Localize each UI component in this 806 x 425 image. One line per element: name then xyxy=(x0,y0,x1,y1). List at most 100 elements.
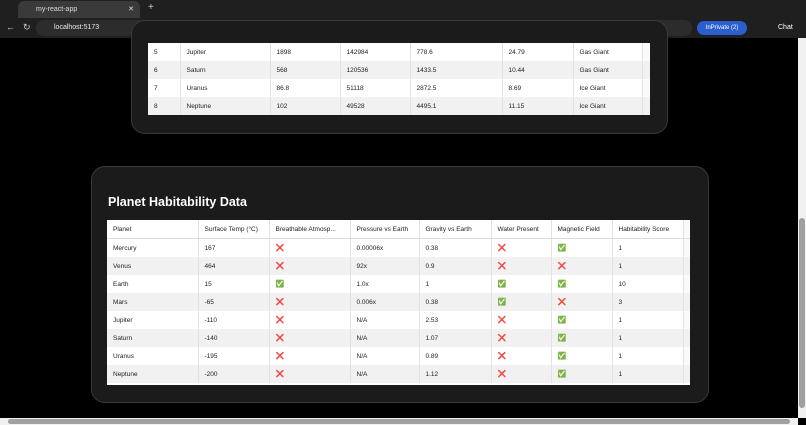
table-cell: 51118 xyxy=(340,79,411,97)
table-cell: 2872.5 xyxy=(410,79,503,97)
new-tab[interactable]: + xyxy=(148,2,154,13)
table-row: Saturn -140 ❌ N/A 1.07 ❌ ✅ 1 xyxy=(107,329,690,347)
table-cell: 10.44 xyxy=(502,61,574,79)
table-cell: ❌ xyxy=(491,329,552,347)
table-cell: 102 xyxy=(270,97,341,115)
table-row: Mercury 167 ❌ 0.00006x 0.38 ❌ ✅ 1 xyxy=(107,238,690,257)
table-cell: Mercury xyxy=(107,238,199,257)
table-cell: N/A xyxy=(350,329,420,347)
table-cell: ✅ xyxy=(551,347,613,365)
table-cell: 3 xyxy=(612,293,684,311)
table-cell: Venus xyxy=(107,257,199,275)
table-cell: 778.6 xyxy=(410,43,503,61)
table-row: Jupiter -110 ❌ N/A 2.53 ❌ ✅ 1 xyxy=(107,311,690,329)
table-row: Mars -65 ❌ 0.006x 0.38 ✅ ❌ 3 xyxy=(107,293,690,311)
table-cell: 1.0x xyxy=(350,275,420,293)
table-row: 8 Neptune 102 49528 4495.1 11.15 Ice Giant xyxy=(148,97,650,115)
reload-button[interactable]: ↻ xyxy=(23,22,31,32)
chat-button[interactable]: Chat xyxy=(778,21,793,35)
table-cell: -200 xyxy=(198,365,270,383)
table-cell: Saturn xyxy=(107,329,199,347)
table-scrollbar xyxy=(683,311,690,329)
table-cell: 1.12 xyxy=(419,365,492,383)
table-scrollbar xyxy=(683,293,690,311)
table-cell: 0.00006x xyxy=(350,238,420,257)
browser-tab[interactable]: my-react-app ✕ xyxy=(18,1,140,18)
planets-table: 5 Jupiter 1898 142984 778.6 24.79 Gas Giant 6 Sa… xyxy=(148,43,650,115)
table-cell: ❌ xyxy=(551,257,613,275)
table-cell: Saturn xyxy=(180,61,271,79)
table-cell: ✅ xyxy=(551,311,613,329)
table-cell: ❌ xyxy=(269,238,351,257)
table-cell: ❌ xyxy=(269,293,351,311)
table-cell: 0.006x xyxy=(350,293,420,311)
table-cell: 1 xyxy=(419,275,492,293)
habitability-table: Planet Surface Temp (°C) Breathable Atmosp… xyxy=(107,220,690,383)
table-cell: 10 xyxy=(612,275,684,293)
table-cell: ✅ xyxy=(551,365,613,383)
table-cell: 0.9 xyxy=(419,257,492,275)
table-cell: Uranus xyxy=(107,347,199,365)
column-header: Habitability Score xyxy=(612,220,684,239)
table-cell: 1 xyxy=(612,311,684,329)
table-cell: 1433.5 xyxy=(410,61,503,79)
table-cell: 8 xyxy=(148,97,181,115)
inprivate-badge[interactable]: InPrivate (2) xyxy=(697,21,747,35)
planets-table-wrap: 5 Jupiter 1898 142984 778.6 24.79 Gas Giant 6 Sa… xyxy=(148,43,650,116)
table-cell: ❌ xyxy=(491,311,552,329)
column-header: Gravity vs Earth xyxy=(419,220,492,239)
table-cell: ✅ xyxy=(551,238,613,257)
table-cell: -110 xyxy=(198,311,270,329)
column-header: Surface Temp (°C) xyxy=(198,220,270,239)
table-cell: -65 xyxy=(198,293,270,311)
table-cell: 49528 xyxy=(340,97,411,115)
table-cell: ✅ xyxy=(491,293,552,311)
table-row: 6 Saturn 568 120536 1433.5 10.44 Gas Giant xyxy=(148,61,650,79)
table-cell: ❌ xyxy=(551,293,613,311)
table-cell: Earth xyxy=(107,275,199,293)
horizontal-scrollbar[interactable] xyxy=(0,418,798,425)
url: localhost:5173 xyxy=(54,24,100,31)
table-scrollbar xyxy=(642,97,650,115)
table-cell: 8.69 xyxy=(502,79,574,97)
table-cell: 6 xyxy=(148,61,181,79)
header-row: Planet Surface Temp (°C) Breathable Atmosp… xyxy=(107,220,690,239)
tab-close[interactable]: ✕ xyxy=(128,6,134,13)
table-cell: ✅ xyxy=(269,275,351,293)
table-row: Earth 15 ✅ 1.0x 1 ✅ ✅ 10 xyxy=(107,275,690,293)
table-cell: Ice Giant xyxy=(573,79,643,97)
table-cell: 1898 xyxy=(270,43,341,61)
table-cell: 86.8 xyxy=(270,79,341,97)
column-header: Planet xyxy=(107,220,199,239)
table-scrollbar xyxy=(642,43,650,61)
table-cell: N/A xyxy=(350,311,420,329)
column-header: Breathable Atmosp... xyxy=(269,220,351,239)
table-cell: 142984 xyxy=(340,43,411,61)
table-cell: 2.53 xyxy=(419,311,492,329)
card-title: Planet Habitability Data xyxy=(108,195,247,209)
table-scrollbar xyxy=(642,61,650,79)
habitability-table-wrap: Planet Surface Temp (°C) Breathable Atmosp… xyxy=(107,220,690,385)
table-cell: ❌ xyxy=(491,238,552,257)
table-row: Neptune -200 ❌ N/A 1.12 ❌ ✅ 1 xyxy=(107,365,690,383)
table-cell: 7 xyxy=(148,79,181,97)
table-cell: Jupiter xyxy=(107,311,199,329)
back-button[interactable]: ← xyxy=(6,22,15,32)
table-cell: Gas Giant xyxy=(573,43,643,61)
table-row: 5 Jupiter 1898 142984 778.6 24.79 Gas Giant xyxy=(148,43,650,61)
table-scrollbar xyxy=(642,79,650,97)
table-cell: N/A xyxy=(350,365,420,383)
table-cell: 24.79 xyxy=(502,43,574,61)
table-cell: Mars xyxy=(107,293,199,311)
column-header: Pressure vs Earth xyxy=(350,220,420,239)
page-scrollbar[interactable] xyxy=(798,38,806,418)
table-cell: ❌ xyxy=(269,311,351,329)
table-cell: ✅ xyxy=(551,275,613,293)
table-scrollbar xyxy=(683,220,690,239)
table-cell: 1 xyxy=(612,365,684,383)
table-row: 7 Uranus 86.8 51118 2872.5 8.69 Ice Giant xyxy=(148,79,650,97)
table-cell: Neptune xyxy=(180,97,271,115)
table-cell: Gas Giant xyxy=(573,61,643,79)
table-cell: ❌ xyxy=(491,347,552,365)
